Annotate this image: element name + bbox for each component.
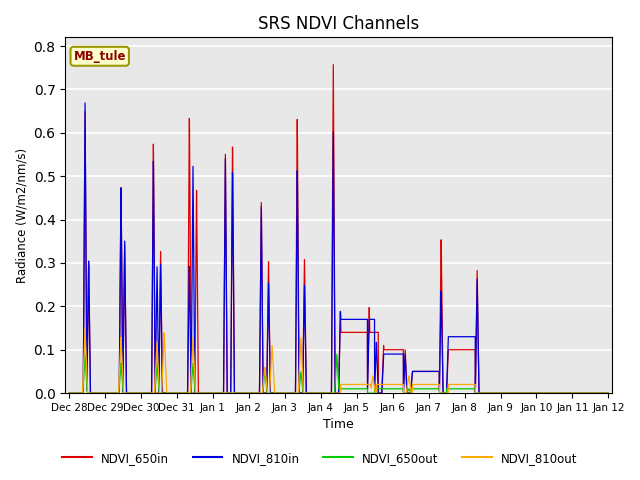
Y-axis label: Radiance (W/m2/nm/s): Radiance (W/m2/nm/s) [15, 148, 28, 283]
Title: SRS NDVI Channels: SRS NDVI Channels [258, 15, 419, 33]
Legend: NDVI_650in, NDVI_810in, NDVI_650out, NDVI_810out: NDVI_650in, NDVI_810in, NDVI_650out, NDV… [58, 447, 582, 469]
X-axis label: Time: Time [323, 419, 354, 432]
Text: MB_tule: MB_tule [74, 50, 126, 63]
